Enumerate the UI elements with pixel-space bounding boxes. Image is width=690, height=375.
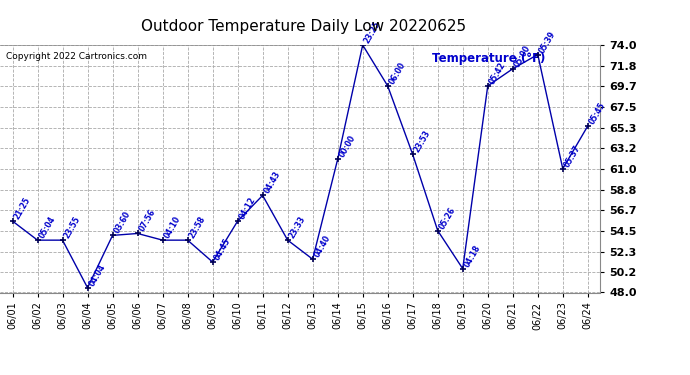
Text: 04:43: 04:43 [263, 170, 282, 195]
Text: 05:37: 05:37 [563, 143, 582, 169]
Text: 04:40: 04:40 [313, 234, 333, 259]
Text: 04:12: 04:12 [237, 196, 257, 221]
Text: 21:25: 21:25 [12, 196, 32, 221]
Text: 05:00: 05:00 [513, 44, 533, 69]
Text: Temperature (°F): Temperature (°F) [432, 53, 546, 65]
Text: 23:25: 23:25 [363, 20, 382, 45]
Text: 05:39: 05:39 [538, 29, 558, 54]
Text: 04:04: 04:04 [88, 262, 108, 288]
Text: 04:18: 04:18 [463, 243, 482, 269]
Text: 00:00: 00:00 [337, 134, 357, 159]
Text: 05:26: 05:26 [437, 206, 457, 231]
Text: 06:00: 06:00 [388, 60, 408, 86]
Text: 23:33: 23:33 [288, 215, 308, 240]
Text: 03:60: 03:60 [112, 210, 132, 236]
Text: 05:42: 05:42 [488, 61, 508, 86]
Text: 23:55: 23:55 [63, 215, 82, 240]
Text: 23:58: 23:58 [188, 215, 208, 240]
Text: 04:45: 04:45 [213, 237, 233, 262]
Text: 05:04: 05:04 [37, 215, 57, 240]
Text: 07:56: 07:56 [137, 208, 157, 234]
Text: Outdoor Temperature Daily Low 20220625: Outdoor Temperature Daily Low 20220625 [141, 19, 466, 34]
Text: 05:45: 05:45 [588, 101, 607, 126]
Text: 23:53: 23:53 [413, 129, 433, 154]
Text: Copyright 2022 Cartronics.com: Copyright 2022 Cartronics.com [6, 53, 147, 62]
Text: 04:10: 04:10 [163, 215, 182, 240]
